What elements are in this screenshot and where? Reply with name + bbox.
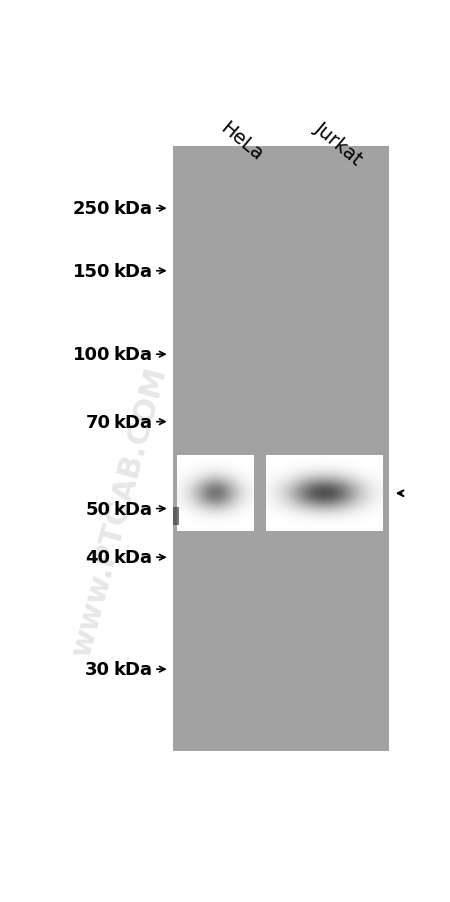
Text: 250: 250 bbox=[73, 200, 110, 218]
Text: kDa: kDa bbox=[114, 262, 153, 281]
Text: kDa: kDa bbox=[114, 345, 153, 364]
Text: kDa: kDa bbox=[114, 660, 153, 678]
Text: HeLa: HeLa bbox=[217, 118, 266, 164]
Text: kDa: kDa bbox=[114, 413, 153, 431]
Text: 150: 150 bbox=[73, 262, 110, 281]
Text: Jurkat: Jurkat bbox=[311, 118, 366, 169]
Text: 100: 100 bbox=[73, 345, 110, 364]
Bar bbox=[173, 508, 180, 525]
Text: kDa: kDa bbox=[114, 500, 153, 518]
Text: kDa: kDa bbox=[114, 548, 153, 566]
Text: kDa: kDa bbox=[114, 200, 153, 218]
Text: 30: 30 bbox=[86, 660, 110, 678]
Bar bbox=[173, 146, 389, 750]
Text: 40: 40 bbox=[86, 548, 110, 566]
Text: www.PTGAB.COM: www.PTGAB.COM bbox=[66, 364, 172, 659]
Text: 50: 50 bbox=[86, 500, 110, 518]
Text: 70: 70 bbox=[86, 413, 110, 431]
